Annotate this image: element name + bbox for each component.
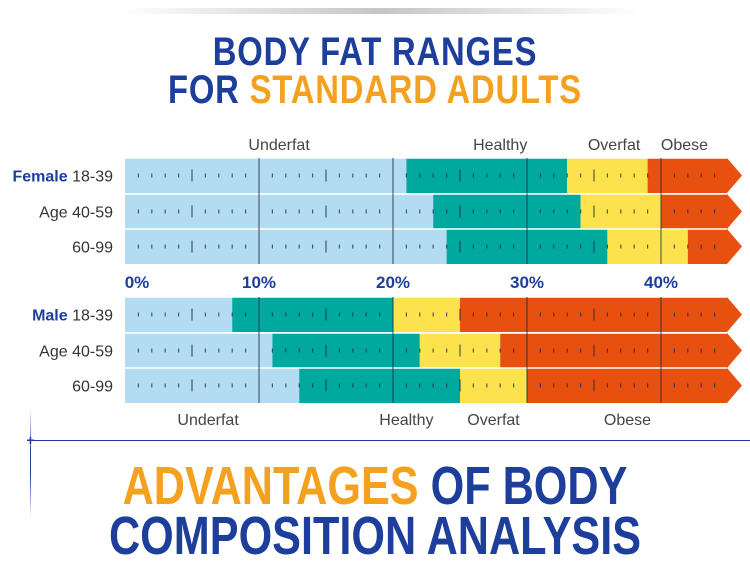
footer-highlight: ADVANTAGES: [122, 456, 419, 516]
title-line2-prefix: FOR: [167, 68, 250, 112]
male-row0-overfat-segment: [393, 297, 460, 332]
male-row0-obese-segment: [460, 297, 742, 332]
body-fat-chart: Female 18-39 Age 40-59 60-99 Underfat Health…: [12, 137, 742, 429]
chart-title-line2: FOR STANDARD ADULTS: [68, 68, 683, 112]
female-row0-obese-segment: [647, 158, 742, 193]
male-row1-label-text: Age 40-59: [39, 344, 113, 361]
title-line2-highlight: STANDARD ADULTS: [249, 68, 582, 112]
male-row2-overfat-segment: [460, 368, 527, 403]
footer-line1-rest: OF BODY: [418, 456, 628, 516]
male-category-label-healthy: Healthy: [379, 412, 433, 429]
section-divider: [30, 440, 750, 441]
female-row2-label-text: 60-99: [72, 240, 113, 257]
male-category-label-obese: Obese: [604, 412, 651, 429]
female-row0-underfat-segment: [125, 158, 407, 193]
x-axis-tick-30: 30%: [510, 273, 544, 292]
female-row1-label: Age 40-59: [39, 205, 113, 222]
male-row2-underfat-segment: [125, 368, 300, 403]
male-row2-label: 60-99: [72, 379, 113, 396]
female-row1-label-text: Age 40-59: [39, 205, 113, 222]
x-axis-tick-40: 40%: [644, 273, 678, 292]
male-category-label-underfat: Underfat: [177, 412, 239, 429]
female-category-label-underfat: Underfat: [248, 137, 310, 154]
male-row1-label: Age 40-59: [39, 344, 113, 361]
divider-cross-icon: +: [26, 432, 35, 448]
female-category-label-obese: Obese: [661, 137, 708, 154]
top-shadow-line: [120, 8, 640, 14]
x-axis-tick-10: 10%: [242, 273, 276, 292]
title-line1-text: BODY FAT RANGES: [212, 30, 538, 74]
male-category-label-overfat: Overfat: [467, 412, 520, 429]
male-row0-label-text: 18-39: [72, 308, 113, 325]
male-row1-underfat-segment: [125, 333, 273, 368]
female-category-label-healthy: Healthy: [473, 137, 527, 154]
male-row0-label-bold: Male: [32, 308, 72, 325]
chart-title-line1: BODY FAT RANGES: [68, 30, 683, 74]
section-divider-vertical: [30, 408, 31, 518]
female-category-label-overfat: Overfat: [588, 137, 641, 154]
male-row0-label: Male 18-39: [32, 308, 113, 325]
male-row2-label-text: 60-99: [72, 379, 113, 396]
female-row0-label: Female 18-39: [12, 169, 113, 186]
footer-title-line1: ADVANTAGES OF BODY: [75, 458, 675, 514]
male-row1-healthy-segment: [272, 333, 420, 368]
x-axis-tick-0: 0%: [125, 273, 150, 292]
female-row0-label-text: 18-39: [72, 169, 113, 186]
female-row1-underfat-segment: [125, 194, 434, 229]
female-row0-label-bold: Female: [12, 169, 72, 186]
x-axis-tick-20: 20%: [376, 273, 410, 292]
female-row1-healthy-segment: [433, 194, 581, 229]
footer-title-line2: COMPOSITION ANALYSIS: [108, 506, 642, 566]
female-row2-label: 60-99: [72, 240, 113, 257]
